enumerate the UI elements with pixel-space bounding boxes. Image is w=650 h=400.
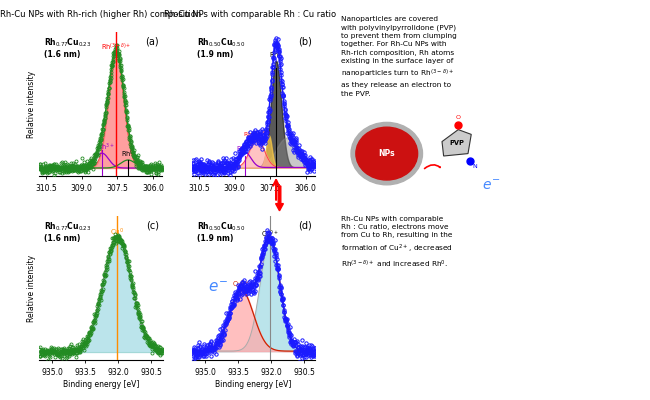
- Text: N: N: [472, 164, 477, 170]
- Text: Rh$_{0.50}$Cu$_{0.50}$
(1.9 nm): Rh$_{0.50}$Cu$_{0.50}$ (1.9 nm): [197, 36, 245, 59]
- Text: PVP: PVP: [449, 140, 464, 146]
- Text: (d): (d): [298, 220, 311, 230]
- Text: Rh$_{0.77}$Cu$_{0.23}$
(1.6 nm): Rh$_{0.77}$Cu$_{0.23}$ (1.6 nm): [44, 36, 91, 59]
- Ellipse shape: [351, 122, 422, 185]
- Text: Rh-Cu NPs with Rh-rich (higher Rh) composition: Rh-Cu NPs with Rh-rich (higher Rh) compo…: [0, 10, 202, 19]
- Y-axis label: Relative intensity: Relative intensity: [27, 254, 36, 322]
- Text: $e^{-}$: $e^{-}$: [482, 179, 500, 193]
- Text: Nanoparticles are covered
with polyvinylpyrrolidone (PVP)
to prevent them from c: Nanoparticles are covered with polyvinyl…: [341, 16, 457, 96]
- Text: Rh$^{0}$: Rh$^{0}$: [122, 149, 135, 160]
- Text: (b): (b): [298, 36, 311, 46]
- Text: Rh$^{(3-\delta)+}$: Rh$^{(3-\delta)+}$: [101, 41, 131, 52]
- Text: Rh$^{(3-\delta)+}$: Rh$^{(3-\delta)+}$: [242, 129, 272, 139]
- Text: Rh-Cu NPs with comparable
Rh : Cu ratio, electrons move
from Cu to Rh, resulting: Rh-Cu NPs with comparable Rh : Cu ratio,…: [341, 216, 453, 270]
- X-axis label: Binding energy [eV]: Binding energy [eV]: [215, 380, 292, 389]
- Text: Cu$^{0}$: Cu$^{0}$: [110, 226, 124, 238]
- Text: O: O: [456, 115, 461, 120]
- Y-axis label: Relative intensity: Relative intensity: [27, 70, 36, 138]
- Text: NPs: NPs: [378, 149, 395, 158]
- Text: Cu$^{2+}$: Cu$^{2+}$: [232, 279, 250, 290]
- FancyArrowPatch shape: [424, 165, 440, 168]
- Text: Rh$_{0.77}$Cu$_{0.23}$
(1.6 nm): Rh$_{0.77}$Cu$_{0.23}$ (1.6 nm): [44, 220, 91, 243]
- X-axis label: Binding energy [eV]: Binding energy [eV]: [62, 380, 139, 389]
- Polygon shape: [442, 130, 471, 156]
- Text: Cu$^{0+}$: Cu$^{0+}$: [261, 229, 279, 240]
- Text: Rh-Cu NPs with comparable Rh : Cu ratio: Rh-Cu NPs with comparable Rh : Cu ratio: [164, 10, 336, 19]
- Text: (c): (c): [146, 220, 159, 230]
- Text: Rh$^{3+}$: Rh$^{3+}$: [98, 142, 115, 153]
- Ellipse shape: [356, 127, 417, 180]
- Text: Rh$_{0.50}$Cu$_{0.50}$
(1.9 nm): Rh$_{0.50}$Cu$_{0.50}$ (1.9 nm): [197, 220, 245, 243]
- Text: (a): (a): [145, 36, 159, 46]
- Text: Rh$^{0}$: Rh$^{0}$: [269, 50, 283, 61]
- Text: $e^{-}$: $e^{-}$: [208, 280, 228, 296]
- Text: Rh$^{3+}$: Rh$^{3+}$: [236, 143, 254, 155]
